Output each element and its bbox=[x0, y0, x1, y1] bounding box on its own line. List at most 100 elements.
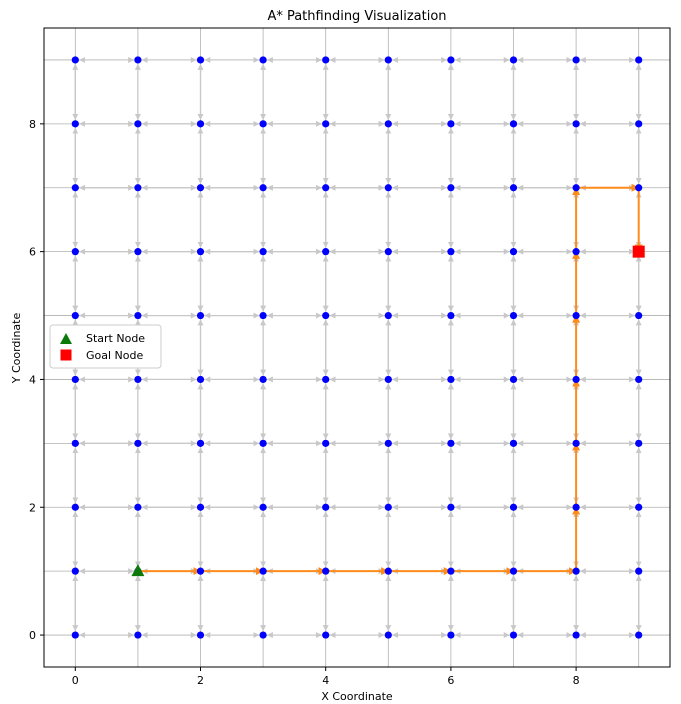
goal-node-marker bbox=[632, 245, 645, 258]
graph-node bbox=[447, 375, 455, 384]
graph-node bbox=[134, 120, 142, 128]
legend-start-label: Start Node bbox=[86, 332, 145, 345]
graph-node bbox=[447, 503, 455, 511]
graph-node bbox=[384, 311, 392, 320]
graph-node bbox=[572, 120, 580, 128]
graph-node bbox=[509, 631, 518, 639]
legend-start-marker bbox=[60, 333, 72, 344]
y-tick-label: 8 bbox=[29, 118, 36, 131]
graph-node bbox=[384, 184, 392, 192]
graph-node bbox=[71, 311, 79, 320]
graph-node bbox=[447, 184, 455, 192]
x-axis-ticks: 0 2 4 6 8 bbox=[72, 667, 580, 687]
graph-node bbox=[635, 120, 643, 128]
graph-node bbox=[71, 120, 79, 128]
graph-node bbox=[322, 567, 330, 575]
graph-node bbox=[196, 311, 205, 320]
graph-node bbox=[322, 631, 330, 639]
graph-node bbox=[134, 184, 142, 192]
legend-goal-marker bbox=[60, 349, 72, 361]
chart-title: A* Pathfinding Visualization bbox=[267, 9, 446, 24]
graph-node bbox=[196, 439, 205, 447]
graph-node bbox=[196, 56, 205, 64]
x-tick-label: 6 bbox=[447, 674, 454, 687]
graph-node bbox=[447, 120, 455, 128]
graph-node bbox=[259, 631, 267, 639]
graph-node bbox=[572, 184, 580, 192]
graph-node bbox=[384, 375, 392, 384]
graph-node bbox=[447, 311, 455, 320]
graph-node bbox=[384, 120, 392, 128]
graph-node bbox=[384, 631, 392, 639]
y-tick-label: 4 bbox=[29, 373, 36, 386]
graph-node bbox=[196, 375, 205, 384]
graph-node bbox=[635, 503, 643, 511]
graph-node bbox=[134, 311, 142, 320]
y-tick-label: 0 bbox=[29, 629, 36, 642]
y-axis-label: Y Coordinate bbox=[10, 313, 23, 385]
graph-node bbox=[572, 439, 580, 447]
graph-node bbox=[134, 248, 142, 256]
graph-node bbox=[572, 248, 580, 256]
graph-node bbox=[259, 248, 267, 256]
y-tick-label: 2 bbox=[29, 501, 36, 514]
graph-node bbox=[635, 567, 643, 575]
legend: Start Node Goal Node bbox=[49, 324, 162, 369]
graph-node bbox=[572, 503, 580, 511]
graph-node bbox=[322, 439, 330, 447]
graph-node bbox=[196, 631, 205, 639]
y-tick-label: 6 bbox=[29, 246, 36, 259]
start-node-marker bbox=[131, 564, 145, 577]
graph-node bbox=[509, 311, 518, 320]
graph-node bbox=[71, 56, 79, 64]
graph-node bbox=[447, 567, 455, 575]
graph-node bbox=[134, 375, 142, 384]
graph-node bbox=[71, 567, 79, 575]
graph-node bbox=[259, 184, 267, 192]
graph-node bbox=[71, 503, 79, 511]
graph-node bbox=[71, 248, 79, 256]
x-tick-label: 8 bbox=[573, 674, 580, 687]
graph-node bbox=[509, 120, 518, 128]
graph-node bbox=[259, 439, 267, 447]
graph-node bbox=[71, 375, 79, 384]
start-goal-markers bbox=[131, 245, 645, 577]
graph-node bbox=[196, 567, 205, 575]
graph-node bbox=[71, 439, 79, 447]
astar-path bbox=[136, 183, 643, 576]
graph-node bbox=[322, 184, 330, 192]
graph-node bbox=[322, 311, 330, 320]
graph-node bbox=[509, 567, 518, 575]
graph-node bbox=[384, 567, 392, 575]
legend-box bbox=[49, 324, 162, 369]
graph-node bbox=[509, 56, 518, 64]
graph-node bbox=[322, 248, 330, 256]
graph-node bbox=[384, 439, 392, 447]
graph-node bbox=[509, 375, 518, 384]
graph-node bbox=[134, 439, 142, 447]
graph-node bbox=[572, 567, 580, 575]
graph-node bbox=[384, 248, 392, 256]
graph-node bbox=[71, 631, 79, 639]
plot-frame bbox=[43, 27, 671, 668]
graph-node bbox=[509, 439, 518, 447]
graph-node bbox=[635, 631, 643, 639]
x-tick-label: 4 bbox=[322, 674, 329, 687]
graph-node bbox=[259, 375, 267, 384]
graph-node bbox=[196, 503, 205, 511]
graph-node bbox=[572, 631, 580, 639]
graph-node bbox=[635, 375, 643, 384]
graph-node bbox=[259, 311, 267, 320]
graph-node bbox=[259, 567, 267, 575]
graph-node bbox=[509, 248, 518, 256]
graph-node bbox=[134, 631, 142, 639]
graph-node bbox=[635, 56, 643, 64]
graph-node bbox=[322, 503, 330, 511]
graph-node bbox=[447, 248, 455, 256]
graph-node bbox=[134, 56, 142, 64]
graph-node bbox=[635, 184, 643, 192]
graph-node bbox=[572, 311, 580, 320]
graph-node bbox=[259, 56, 267, 64]
graph-node bbox=[509, 184, 518, 192]
